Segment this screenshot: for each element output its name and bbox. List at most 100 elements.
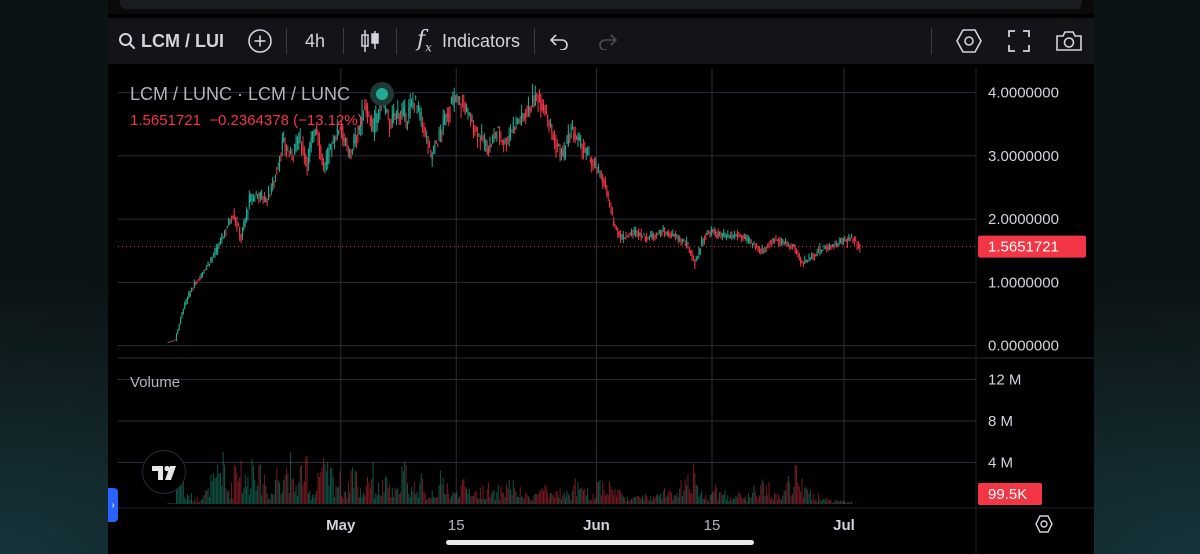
volume-bar bbox=[830, 499, 832, 504]
chart-toolbar: LCM / LUI 4h fx Indicators bbox=[108, 18, 1094, 64]
candle-body bbox=[639, 234, 641, 236]
volume-bar bbox=[669, 490, 671, 504]
candle-body bbox=[640, 232, 642, 240]
symbol-search-button[interactable]: LCM / LUI bbox=[108, 18, 234, 64]
candle-body bbox=[426, 136, 428, 138]
volume-bar bbox=[664, 488, 666, 504]
volume-bar bbox=[485, 498, 487, 504]
candle-body bbox=[468, 113, 470, 115]
volume-bar bbox=[610, 486, 612, 504]
candle-body bbox=[230, 217, 232, 221]
candle-body bbox=[261, 192, 263, 195]
candle-body bbox=[805, 261, 807, 263]
candle-body bbox=[644, 235, 646, 242]
candle-body bbox=[830, 246, 832, 250]
candle-body bbox=[420, 111, 422, 120]
chart-area[interactable]: 4.0000000 3.0000000 2.0000000 1.0000000 0.00… bbox=[118, 68, 1094, 554]
volume-bar bbox=[323, 457, 325, 504]
candle-body bbox=[178, 324, 180, 330]
candle-body bbox=[802, 261, 804, 265]
volume-bar bbox=[673, 495, 675, 504]
volume-bar bbox=[343, 491, 345, 504]
volume-label[interactable]: Volume bbox=[130, 374, 181, 391]
candle-body bbox=[793, 244, 795, 248]
candle-body bbox=[474, 128, 476, 134]
volume-bar bbox=[378, 482, 380, 504]
candle-body bbox=[823, 247, 825, 249]
candle-body bbox=[477, 134, 479, 140]
market-status-icon[interactable] bbox=[370, 82, 395, 106]
volume-bar bbox=[807, 489, 809, 504]
candle-body bbox=[560, 149, 562, 155]
volume-bar bbox=[274, 479, 276, 504]
side-panel-toggle[interactable]: › bbox=[108, 488, 118, 522]
snapshot-button[interactable] bbox=[1044, 18, 1094, 64]
volume-bar bbox=[565, 497, 567, 504]
volume-bar bbox=[569, 495, 571, 504]
volume-bar bbox=[809, 489, 811, 504]
candle-body bbox=[716, 234, 718, 237]
candle-body bbox=[259, 191, 261, 197]
candle-body bbox=[658, 230, 660, 235]
candle-body bbox=[655, 232, 657, 238]
candle-body bbox=[496, 131, 498, 138]
volume-bar bbox=[346, 497, 348, 504]
indicators-button[interactable]: fx Indicators bbox=[397, 18, 534, 64]
tradingview-logo[interactable] bbox=[142, 450, 186, 494]
volume-bar bbox=[684, 479, 686, 504]
candle-body bbox=[336, 123, 338, 134]
volume-bar bbox=[251, 458, 253, 504]
volume-bar bbox=[541, 487, 543, 504]
volume-bar bbox=[394, 487, 396, 504]
redo-button[interactable] bbox=[583, 18, 633, 64]
candle-body bbox=[224, 231, 226, 238]
volume-bar bbox=[423, 491, 425, 504]
volume-bar bbox=[731, 500, 733, 504]
settings-button[interactable] bbox=[944, 18, 994, 64]
volume-bar bbox=[848, 501, 850, 504]
axis-settings-icon[interactable] bbox=[1035, 515, 1053, 533]
volume-bar bbox=[518, 497, 520, 504]
candle-body bbox=[237, 224, 239, 226]
candle-body bbox=[471, 117, 473, 122]
volume-bar bbox=[314, 493, 316, 504]
candle-body bbox=[481, 131, 483, 135]
candle-body bbox=[461, 100, 463, 103]
candle-body bbox=[240, 234, 242, 240]
candle-body bbox=[405, 121, 407, 127]
volume-bar bbox=[246, 486, 248, 504]
candle-body bbox=[576, 136, 578, 140]
volume-bar bbox=[457, 498, 459, 504]
volume-bar bbox=[552, 495, 554, 504]
undo-button[interactable] bbox=[535, 18, 583, 64]
volume-bar bbox=[277, 480, 279, 504]
volume-bar bbox=[532, 500, 534, 504]
candle-body bbox=[200, 274, 202, 278]
candle-body bbox=[186, 297, 188, 303]
volume-bar bbox=[470, 496, 472, 504]
candle-body bbox=[629, 232, 631, 235]
toolbar-divider bbox=[286, 28, 287, 54]
chart-type-button[interactable] bbox=[344, 18, 396, 64]
candle-body bbox=[197, 279, 199, 281]
volume-bar bbox=[706, 499, 708, 504]
volume-bar bbox=[530, 499, 532, 504]
fullscreen-button[interactable] bbox=[994, 18, 1044, 64]
compare-symbol-button[interactable] bbox=[234, 18, 286, 64]
candle-body bbox=[603, 179, 605, 187]
volume-bar bbox=[764, 496, 766, 504]
chart-canvas[interactable]: 4.0000000 3.0000000 2.0000000 1.0000000 0.00… bbox=[118, 68, 1094, 554]
candle-body bbox=[331, 149, 333, 151]
interval-button[interactable]: 4h bbox=[304, 30, 326, 51]
candle-body bbox=[848, 237, 850, 241]
volume-bar bbox=[670, 492, 672, 504]
candle-body bbox=[758, 246, 760, 253]
candle-body bbox=[170, 341, 172, 343]
candle-body bbox=[431, 153, 433, 161]
volume-bar bbox=[743, 498, 745, 504]
candle-body bbox=[288, 154, 290, 156]
volume-bar bbox=[587, 487, 589, 504]
candle-body bbox=[372, 126, 374, 129]
candle-body bbox=[180, 317, 182, 324]
volume-bar bbox=[217, 464, 219, 504]
